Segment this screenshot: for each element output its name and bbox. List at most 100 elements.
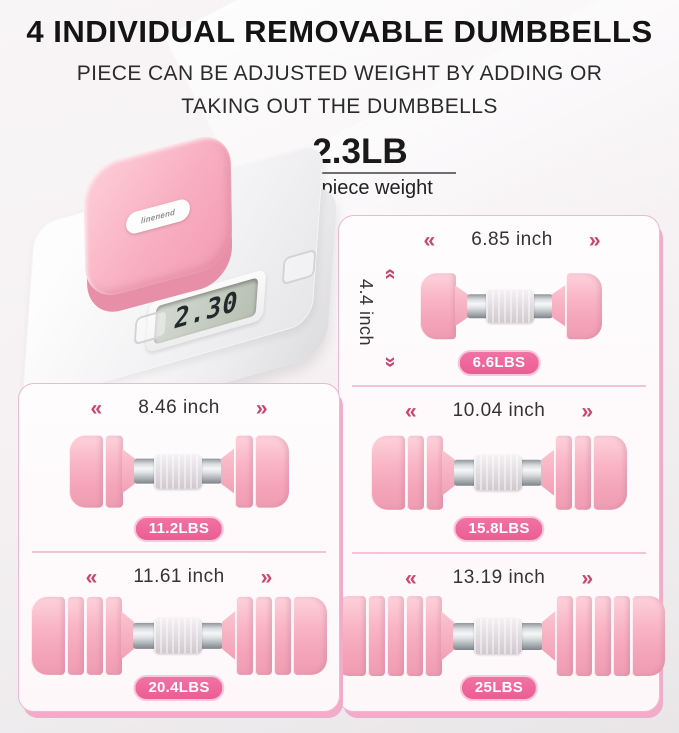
handle-collar [442, 449, 455, 496]
weight-plate [632, 596, 665, 676]
dumbbell-image [333, 596, 665, 676]
cell-divider [352, 552, 646, 554]
chevron-left-icon: « [90, 396, 103, 420]
handle-grip [474, 455, 522, 491]
chevron-right-icon: » [588, 228, 601, 252]
length-ruler: « 8.46 inch » [19, 397, 339, 419]
weight-plate [86, 596, 103, 675]
weight-plate [555, 435, 572, 510]
weight-plate [593, 435, 627, 510]
weight-plate [406, 596, 423, 676]
length-ruler: « 13.19 inch » [339, 567, 659, 589]
weight-plate [31, 596, 65, 675]
subtitle-line-2: TAKING OUT THE DUMBBELLS [181, 95, 498, 118]
handle-collar [121, 611, 134, 660]
chevron-right-icon: » [255, 396, 268, 420]
weight-badge: 20.4LBS [133, 675, 225, 701]
weight-plate [274, 596, 291, 675]
weight-badge: 6.6LBS [457, 350, 541, 376]
callout-underline [264, 172, 456, 174]
plate-stack-right [553, 435, 627, 510]
weight-badge: 15.8LBS [453, 516, 545, 542]
spec-cell-6-6lbs: « 6.85 inch » 4.4 inch « » 6.6LBS [339, 216, 659, 385]
handle-collar [455, 285, 468, 327]
subtitle-line-1: PIECE CAN BE ADJUSTED WEIGHT BY ADDING O… [76, 62, 603, 85]
chevron-left-icon: « [423, 228, 436, 252]
dumbbell-handle [467, 289, 553, 323]
length-ruler: « 10.04 inch » [339, 400, 659, 422]
kitchen-scale-photo: 2.30 linenend [8, 129, 353, 437]
height-label: 4.4 inch [356, 279, 376, 347]
weight-plate [105, 596, 122, 675]
weight-plate [368, 596, 385, 676]
weight-plate [67, 596, 84, 675]
weight-plate [425, 596, 442, 676]
length-ruler: « 11.61 inch » [19, 566, 339, 588]
handle-grip [486, 289, 534, 323]
plate-stack-right [554, 596, 665, 676]
handle-collar [541, 449, 554, 496]
spec-cell-11-2lbs: « 8.46 inch » 11.2LBS [19, 384, 339, 551]
weight-plate [371, 435, 405, 510]
weight-badge: 11.2LBS [133, 516, 225, 542]
weight-plate [613, 596, 630, 676]
length-label: 6.85 inch [471, 229, 553, 250]
dumbbell-image [371, 435, 627, 510]
piece-weight-value: 2.3LB [312, 132, 408, 171]
plate-stack-left [420, 272, 456, 339]
dumbbell-image [420, 272, 602, 339]
brand-logo-text: linenend [140, 206, 176, 226]
brand-logo: linenend [125, 196, 191, 236]
chevron-up-icon: « [379, 268, 402, 280]
chevron-right-icon: » [581, 566, 594, 590]
handle-grip [154, 454, 202, 489]
weight-plate [407, 435, 424, 510]
height-ruler: 4.4 inch « » [355, 252, 402, 374]
plate-stack-left [371, 435, 443, 510]
weight-plate [235, 435, 253, 508]
weight-plate [69, 435, 103, 508]
weight-badge: 25LBS [459, 675, 539, 701]
weight-plate [566, 272, 602, 339]
plate-stack-left [31, 596, 122, 675]
spec-card-right: « 6.85 inch » 4.4 inch « » 6.6LBS [333, 215, 665, 712]
chevron-right-icon: » [260, 565, 273, 589]
plate-stack-right [233, 435, 289, 508]
weight-plate [105, 435, 123, 508]
handle-collar [222, 611, 235, 660]
handle-collar [552, 285, 565, 327]
chevron-down-icon: » [379, 356, 402, 368]
weight-plate [387, 596, 404, 676]
plate-stack-left [333, 596, 442, 676]
plate-stack-right [234, 596, 327, 675]
handle-collar [221, 448, 234, 494]
dumbbell-handle [133, 617, 223, 653]
weight-plate [574, 435, 591, 510]
dumbbell-handle [453, 618, 543, 654]
cell-divider [352, 385, 646, 387]
chevron-right-icon: » [581, 399, 594, 423]
weight-plate [255, 435, 289, 508]
dumbbell-handle [454, 455, 542, 491]
length-label: 8.46 inch [138, 397, 220, 418]
weight-plate [594, 596, 611, 676]
length-label: 10.04 inch [452, 400, 546, 421]
weight-plate [236, 596, 253, 675]
spec-cell-20-4lbs: « 11.61 inch » 20.4LBS [19, 553, 339, 710]
handle-grip [474, 618, 522, 654]
dumbbell-image [69, 435, 289, 508]
spec-card-left: « 8.46 inch » 11.2LBS « 11.61 inch » [18, 383, 340, 712]
length-label: 11.61 inch [133, 566, 225, 587]
plate-stack-right [564, 272, 602, 339]
weight-plate [420, 272, 456, 339]
handle-collar [542, 611, 555, 661]
length-label: 13.19 inch [452, 567, 546, 588]
page-title: 4 INDIVIDUAL REMOVABLE DUMBBELLS [26, 14, 653, 49]
cell-divider [32, 551, 326, 553]
plate-stack-left [69, 435, 123, 508]
handle-grip [154, 617, 202, 653]
spec-cell-25lbs: « 13.19 inch » 25LBS [333, 554, 665, 710]
chevron-left-icon: « [404, 566, 417, 590]
weight-plate [426, 435, 443, 510]
